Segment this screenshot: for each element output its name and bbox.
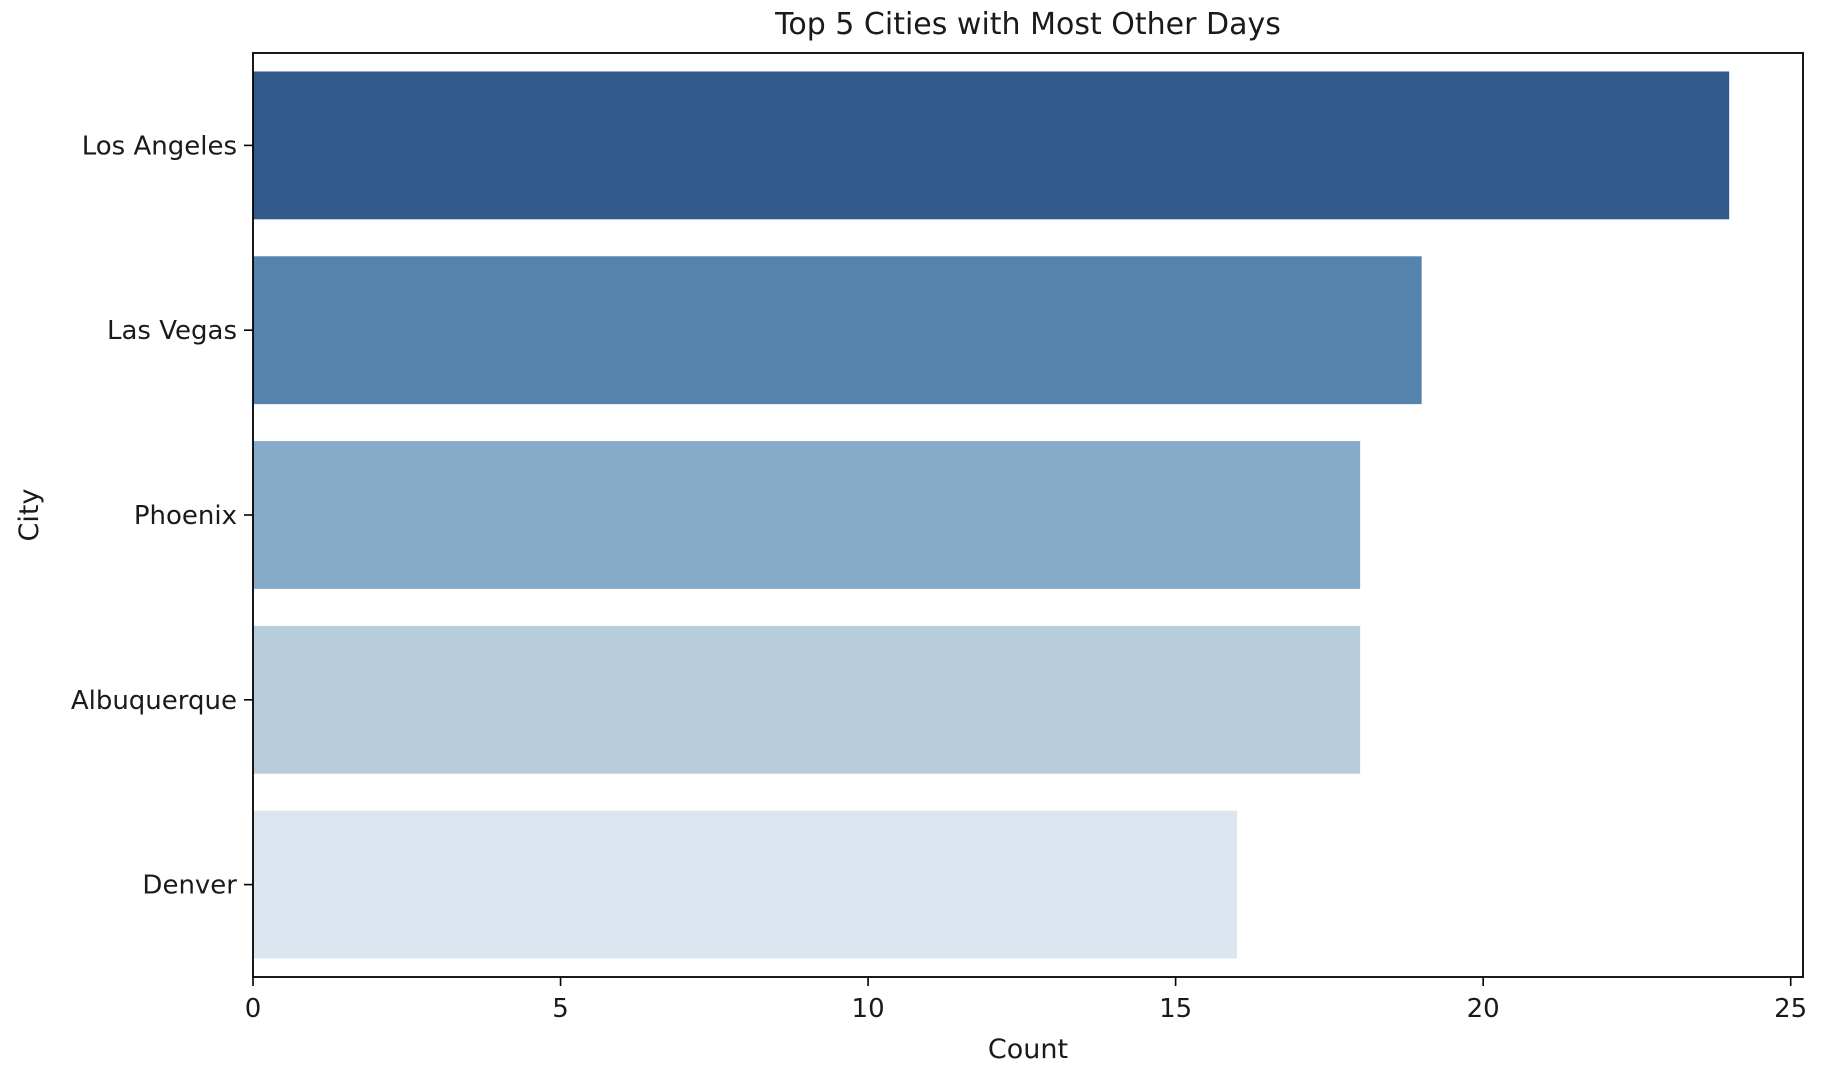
x-tick-label: 15 [1159,994,1192,1024]
y-tick-label: Las Vegas [107,316,237,346]
bar-phoenix [253,441,1361,589]
x-axis: 0 5 10 15 20 25 [245,977,1807,1024]
bar-las-vegas [253,256,1422,405]
y-tick-label: Los Angeles [82,131,237,161]
y-tick-label: Phoenix [134,501,237,531]
x-tick-label: 25 [1774,994,1807,1024]
chart-title: Top 5 Cities with Most Other Days [774,7,1281,42]
y-tick-label: Denver [142,871,237,901]
y-axis: Los Angeles Las Vegas Phoenix Albuquerque De… [71,131,253,901]
bar-los-angeles [253,71,1730,220]
x-tick-label: 5 [552,994,569,1024]
x-tick-label: 10 [852,994,885,1024]
x-tick-label: 20 [1467,994,1500,1024]
bar-denver [253,810,1238,959]
y-axis-label: City [14,489,45,542]
bars-group [253,71,1730,959]
bar-albuquerque [253,625,1361,774]
x-axis-label: Count [988,1034,1068,1065]
x-tick-label: 0 [245,994,262,1024]
y-tick-label: Albuquerque [71,686,237,716]
